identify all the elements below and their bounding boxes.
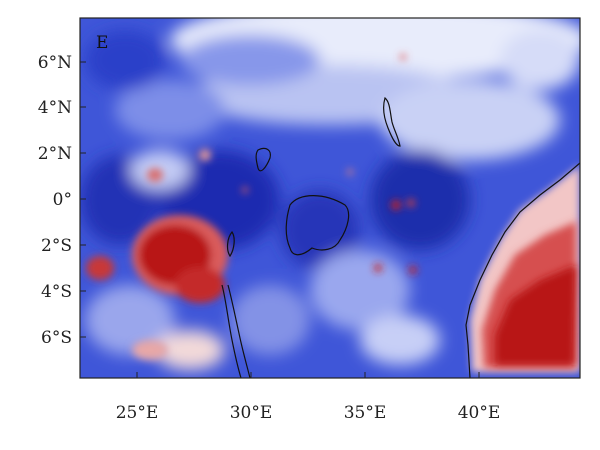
lake-kivu-outline bbox=[226, 230, 235, 258]
y-tick-label: 6°S bbox=[41, 328, 72, 348]
east-coastline bbox=[465, 162, 580, 378]
positive-anomaly-southeast bbox=[470, 165, 580, 372]
field-anomaly-patches bbox=[80, 18, 580, 370]
positive-anomaly-west bbox=[86, 149, 228, 360]
lake-turkana-outline bbox=[382, 96, 401, 147]
small-anomaly-spots bbox=[242, 54, 417, 274]
x-tick-label: 40°E bbox=[458, 403, 501, 423]
y-tick-label: 0° bbox=[53, 190, 72, 210]
lake-tanganyika-outline bbox=[221, 284, 251, 378]
x-tick-label: 30°E bbox=[230, 403, 273, 423]
map-plot-area bbox=[80, 18, 580, 378]
y-tick-label: 4°N bbox=[38, 98, 72, 118]
x-axis: 25°E 30°E 35°E 40°E bbox=[116, 372, 501, 423]
coastlines bbox=[221, 96, 580, 378]
lake-edward-outline bbox=[255, 147, 271, 172]
y-axis: 6°N 4°N 2°N 0° 2°S 4°S 6°S bbox=[38, 53, 86, 348]
y-tick-label: 6°N bbox=[38, 53, 72, 73]
y-tick-label: 2°N bbox=[38, 144, 72, 164]
lake-victoria-outline bbox=[285, 195, 350, 256]
y-tick-label: 2°S bbox=[41, 236, 72, 256]
y-tick-label: 4°S bbox=[41, 282, 72, 302]
x-tick-label: 35°E bbox=[344, 403, 387, 423]
panel-label: E bbox=[96, 33, 108, 53]
map-frame bbox=[79, 17, 581, 379]
x-tick-label: 25°E bbox=[116, 403, 159, 423]
